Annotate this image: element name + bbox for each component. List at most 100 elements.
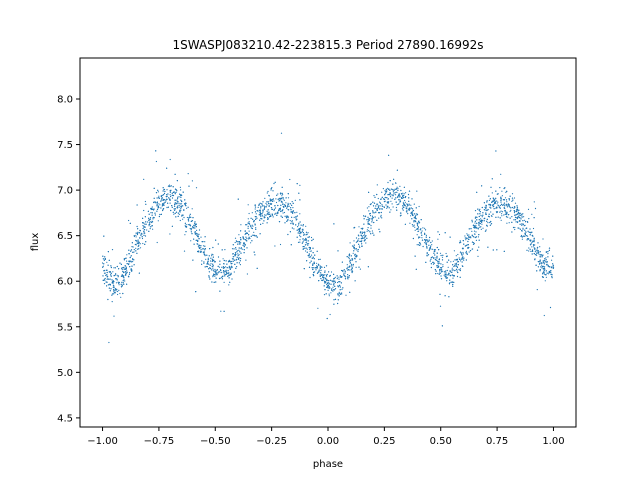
scatter-point — [510, 209, 512, 211]
scatter-point — [153, 201, 155, 204]
scatter-point — [440, 254, 442, 257]
scatter-point — [529, 244, 532, 246]
scatter-point — [111, 293, 114, 295]
scatter-point — [208, 275, 210, 277]
scatter-point — [511, 197, 514, 199]
scatter-point — [126, 271, 128, 273]
scatter-point — [524, 233, 526, 235]
scatter-point — [393, 178, 395, 180]
scatter-point — [160, 195, 163, 198]
scatter-point — [318, 269, 320, 271]
scatter-point — [368, 218, 370, 220]
scatter-point — [280, 210, 282, 213]
scatter-point — [298, 224, 300, 226]
scatter-point — [329, 313, 331, 316]
scatter-point — [444, 272, 446, 274]
scatter-point — [110, 265, 112, 267]
scatter-point — [155, 202, 157, 204]
scatter-point — [184, 222, 186, 224]
scatter-point — [260, 217, 262, 220]
scatter-point — [465, 259, 467, 261]
scatter-point — [525, 235, 528, 237]
scatter-point — [486, 224, 488, 226]
scatter-point — [384, 200, 386, 202]
scatter-point — [196, 233, 198, 235]
scatter-point — [118, 284, 120, 286]
scatter-point — [450, 271, 452, 273]
scatter-point — [163, 188, 166, 191]
scatter-point — [213, 259, 215, 261]
scatter-point — [164, 199, 166, 201]
scatter-point — [332, 286, 334, 288]
scatter-point — [529, 248, 531, 250]
scatter-point — [449, 279, 451, 281]
scatter-point — [498, 205, 500, 207]
scatter-point — [344, 276, 347, 278]
scatter-point — [521, 223, 523, 225]
scatter-point — [204, 236, 206, 238]
data-point — [428, 248, 431, 250]
scatter-point — [333, 223, 335, 225]
scatter-point — [282, 209, 284, 211]
scatter-point — [357, 250, 359, 253]
scatter-point — [259, 211, 261, 213]
scatter-point — [421, 239, 424, 241]
scatter-point — [136, 204, 138, 206]
scatter-point — [259, 219, 261, 221]
scatter-point — [356, 249, 358, 251]
scatter-point — [425, 239, 427, 242]
scatter-point — [208, 255, 210, 257]
scatter-point — [246, 232, 249, 234]
scatter-point — [301, 242, 303, 244]
scatter-point — [452, 260, 454, 262]
scatter-point — [270, 188, 272, 190]
scatter-point — [364, 237, 366, 239]
scatter-point — [341, 261, 343, 263]
scatter-point — [364, 215, 366, 218]
scatter-point — [179, 193, 181, 195]
scatter-point — [377, 206, 379, 208]
scatter-point — [233, 271, 235, 273]
scatter-point — [451, 267, 453, 269]
scatter-point — [353, 240, 355, 242]
scatter-point — [512, 226, 515, 229]
scatter-point — [531, 231, 533, 233]
scatter-point — [542, 265, 545, 267]
x-tick-label: 0.50 — [430, 436, 452, 447]
scatter-point — [520, 218, 522, 220]
scatter-point — [402, 201, 404, 203]
scatter-point — [243, 242, 245, 244]
scatter-point — [399, 195, 401, 197]
scatter-point — [175, 191, 177, 193]
scatter-point — [198, 238, 200, 240]
scatter-point — [251, 240, 253, 242]
scatter-point — [384, 194, 386, 196]
scatter-point — [363, 234, 365, 237]
scatter-point — [245, 259, 247, 261]
scatter-point — [438, 265, 440, 267]
scatter-point — [104, 258, 106, 260]
scatter-point — [459, 268, 462, 270]
scatter-point — [414, 226, 416, 228]
scatter-point — [484, 217, 486, 219]
scatter-point — [531, 253, 533, 255]
scatter-point — [348, 253, 351, 255]
scatter-point — [476, 222, 478, 224]
x-tick-label: 0.00 — [317, 436, 339, 447]
scatter-point — [258, 204, 260, 206]
scatter-point — [284, 204, 287, 206]
scatter-point — [168, 197, 170, 199]
scatter-point — [490, 215, 493, 217]
scatter-point — [420, 231, 422, 233]
scatter-point — [426, 246, 428, 248]
x-tick-label: 0.75 — [486, 436, 508, 447]
scatter-point — [539, 254, 542, 256]
scatter-point — [500, 210, 502, 212]
scatter-point — [306, 260, 308, 262]
scatter-point — [324, 289, 326, 291]
scatter-point — [481, 185, 483, 187]
scatter-point — [103, 269, 105, 272]
scatter-point — [182, 218, 184, 220]
scatter-point — [307, 232, 309, 234]
scatter-point — [176, 190, 178, 192]
